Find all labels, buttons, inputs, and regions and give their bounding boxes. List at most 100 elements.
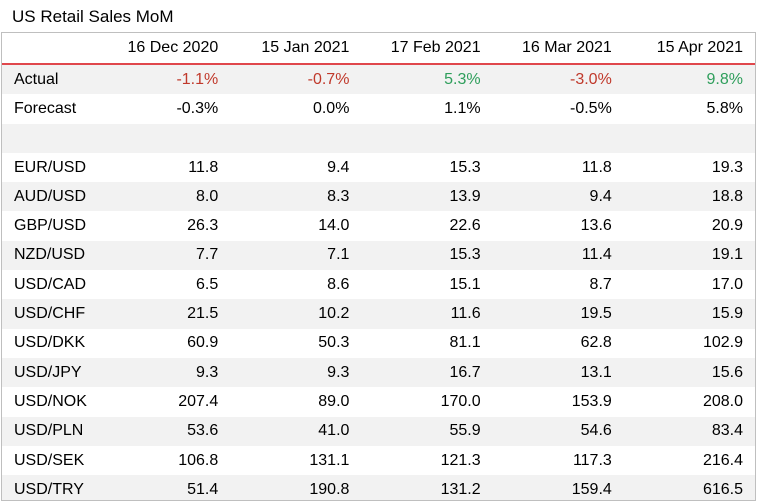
table-cell: -0.5%	[570, 99, 612, 117]
table-cell: 19.3	[711, 158, 743, 176]
table-row: USD/TRY 51.4 190.8 131.2 159.4 616.5	[2, 475, 755, 500]
row-label: USD/PLN	[14, 422, 84, 440]
column-header: 15 Jan 2021	[261, 39, 350, 56]
table-cell: 83.4	[711, 422, 743, 440]
table-cell: 41.0	[318, 422, 350, 440]
row-label: USD/CAD	[14, 275, 87, 293]
row-label: USD/SEK	[14, 451, 85, 469]
row-label: USD/NOK	[14, 392, 87, 410]
table-row: USD/DKK 60.9 50.3 81.1 62.8 102.9	[2, 329, 755, 358]
table-cell: 55.9	[449, 422, 481, 440]
summary-row: Forecast -0.3% 0.0% 1.1% -0.5% 5.8%	[2, 94, 755, 123]
row-label: USD/TRY	[14, 480, 84, 498]
table-cell: 26.3	[187, 217, 219, 235]
column-header: 16 Mar 2021	[521, 39, 612, 56]
table-cell: 8.3	[327, 187, 350, 205]
table-row: GBP/USD 26.3 14.0 22.6 13.6 20.9	[2, 211, 755, 240]
table-cell: 20.9	[711, 217, 743, 235]
row-label: USD/DKK	[14, 334, 86, 352]
table-cell: 11.6	[450, 305, 481, 323]
table-row: EUR/USD 11.8 9.4 15.3 11.8 19.3	[2, 153, 755, 182]
table-cell: 190.8	[309, 480, 350, 498]
empty-cell	[99, 124, 230, 153]
table-row: USD/JPY 9.3 9.3 16.7 13.1 15.6	[2, 357, 755, 388]
empty-cell	[361, 124, 492, 153]
table-cell: 50.3	[318, 334, 350, 352]
table-cell: 153.9	[571, 392, 612, 410]
table-cell: 11.4	[581, 246, 612, 264]
row-label: USD/CHF	[14, 305, 86, 323]
table-cell: 13.1	[580, 363, 612, 381]
table-cell: -0.7%	[307, 70, 350, 88]
empty-cell	[493, 124, 624, 153]
table-row: USD/CAD 6.5 8.6 15.1 8.7 17.0	[2, 270, 755, 299]
row-label: Actual	[14, 70, 59, 88]
table-cell: 19.5	[580, 305, 612, 323]
table-cell: 18.8	[711, 187, 743, 205]
row-label: Forecast	[14, 99, 77, 117]
table-cell: 15.3	[449, 246, 481, 264]
table-row: USD/NOK 207.4 89.0 170.0 153.9 208.0	[2, 387, 755, 416]
table-cell: 15.3	[449, 158, 481, 176]
table-cell: 0.0%	[312, 99, 350, 117]
table-cell: 117.3	[572, 451, 612, 469]
header-row: 16 Dec 2020 15 Jan 2021 17 Feb 2021 16 M…	[2, 33, 755, 64]
table-cell: 11.8	[581, 158, 612, 176]
summary-row: Actual -1.1% -0.7% 5.3% -3.0% 9.8%	[2, 64, 755, 95]
table-cell: 9.8%	[706, 70, 743, 88]
table-cell: -3.0%	[570, 70, 612, 88]
table-cell: 9.4	[589, 187, 612, 205]
table-cell: 21.5	[187, 305, 219, 323]
row-label: GBP/USD	[14, 217, 87, 235]
table-cell: 14.0	[318, 217, 350, 235]
table-cell: 62.8	[580, 334, 612, 352]
table-cell: 8.7	[589, 275, 612, 293]
row-label: NZD/USD	[14, 246, 86, 264]
table-cell: 13.6	[580, 217, 612, 235]
table-cell: 13.9	[449, 187, 481, 205]
table-cell: 8.0	[195, 187, 219, 205]
table-cell: 6.5	[195, 275, 219, 293]
table-cell: 207.4	[178, 392, 219, 410]
table-row: AUD/USD 8.0 8.3 13.9 9.4 18.8	[2, 182, 755, 212]
table-cell: 102.9	[702, 334, 743, 352]
data-table-frame: 16 Dec 2020 15 Jan 2021 17 Feb 2021 16 M…	[1, 32, 756, 501]
table-cell: 9.3	[195, 363, 219, 381]
table-cell: 7.1	[327, 246, 350, 264]
table-cell: 15.6	[711, 363, 743, 381]
table-cell: 53.6	[187, 422, 219, 440]
row-label: USD/JPY	[14, 363, 82, 381]
empty-cell	[2, 124, 99, 153]
column-header: 16 Dec 2020	[127, 39, 219, 56]
table-cell: 616.5	[702, 480, 743, 498]
empty-cell	[624, 124, 755, 153]
table-cell: 22.6	[449, 217, 481, 235]
table-cell: 81.1	[449, 334, 481, 352]
table-cell: 216.4	[702, 451, 743, 469]
table-cell: 11.8	[188, 158, 219, 176]
table-title: US Retail Sales MoM	[12, 7, 174, 26]
table-cell: 170.0	[440, 392, 481, 410]
retail-sales-table: 16 Dec 2020 15 Jan 2021 17 Feb 2021 16 M…	[2, 33, 755, 500]
table-cell: 1.1%	[444, 99, 481, 117]
column-header: 15 Apr 2021	[656, 39, 743, 56]
table-row: NZD/USD 7.7 7.1 15.3 11.4 19.1	[2, 240, 755, 271]
table-cell: 15.9	[711, 305, 743, 323]
table-cell: -1.1%	[176, 70, 219, 88]
table-cell: 16.7	[449, 363, 481, 381]
table-cell: 5.8%	[706, 99, 743, 117]
table-cell: 208.0	[702, 392, 743, 410]
table-cell: 5.3%	[444, 70, 481, 88]
table-body: Actual -1.1% -0.7% 5.3% -3.0% 9.8% Forecast -0.…	[2, 64, 755, 500]
table-cell: 54.6	[580, 422, 612, 440]
table-cell: 106.8	[178, 451, 219, 469]
table-cell: 8.6	[327, 275, 350, 293]
table-cell: 15.1	[449, 275, 481, 293]
table-cell: 9.3	[327, 363, 350, 381]
table-cell: 9.4	[327, 158, 350, 176]
spacer-row	[2, 123, 755, 153]
table-cell: 10.2	[318, 305, 350, 323]
row-label: EUR/USD	[14, 158, 87, 176]
table-cell: 121.3	[440, 451, 481, 469]
table-cell: 159.4	[571, 480, 612, 498]
